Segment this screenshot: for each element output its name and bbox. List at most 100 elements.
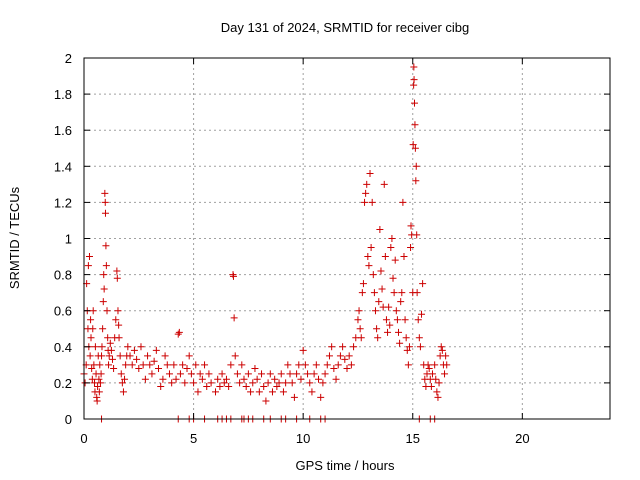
data-point — [282, 379, 290, 387]
data-point — [361, 198, 369, 206]
data-point — [126, 352, 134, 360]
data-point — [363, 180, 371, 188]
y-axis-ticks: 0 0.2 0.4 0.6 0.8 1 1.2 1.4 1.6 1.8 2 — [54, 51, 610, 427]
data-point — [251, 364, 259, 372]
data-point — [330, 364, 338, 372]
data-point — [438, 346, 446, 354]
data-point — [416, 343, 424, 351]
y-tick-label: 1 — [65, 232, 72, 247]
data-point — [203, 383, 211, 391]
data-point — [286, 370, 294, 378]
data-point — [89, 307, 97, 315]
data-point — [312, 361, 320, 369]
data-point — [392, 307, 400, 315]
data-point — [367, 244, 375, 252]
data-point — [413, 231, 421, 239]
data-point — [102, 242, 110, 250]
data-point — [400, 253, 408, 261]
data-point — [116, 352, 124, 360]
y-tick-label: 0.2 — [54, 376, 72, 391]
data-point — [435, 379, 443, 387]
data-point — [170, 361, 178, 369]
data-point — [381, 253, 389, 261]
data-point — [315, 375, 323, 383]
data-point — [101, 209, 109, 217]
data-point — [418, 310, 426, 318]
data-point — [91, 379, 99, 387]
data-point — [355, 307, 363, 315]
data-point — [139, 361, 147, 369]
data-point — [102, 262, 110, 270]
data-point — [165, 370, 173, 378]
data-point — [293, 370, 301, 378]
data-point — [380, 180, 388, 188]
data-point — [374, 334, 382, 342]
data-point — [412, 177, 420, 185]
data-point — [266, 370, 274, 378]
data-point — [371, 307, 379, 315]
y-axis-label: SRMTID / TECUs — [7, 186, 22, 289]
data-point — [401, 316, 409, 324]
data-point — [407, 244, 415, 252]
data-point — [347, 361, 355, 369]
x-tick-label: 20 — [515, 431, 529, 446]
data-point — [378, 285, 386, 293]
data-point — [94, 383, 102, 391]
data-point — [376, 225, 384, 233]
data-point — [443, 361, 451, 369]
data-point — [396, 339, 404, 347]
data-point — [356, 325, 364, 333]
data-point — [104, 334, 112, 342]
y-tick-label: 2 — [65, 51, 72, 66]
data-point — [187, 370, 195, 378]
data-point — [284, 361, 292, 369]
data-point — [238, 361, 246, 369]
data-point — [385, 303, 393, 311]
data-point — [135, 364, 143, 372]
data-point — [366, 170, 374, 178]
data-point — [212, 388, 219, 396]
data-point — [194, 388, 202, 396]
data-point — [343, 364, 351, 372]
data-point — [441, 370, 449, 378]
x-axis-label: GPS time / hours — [296, 458, 395, 473]
data-point — [155, 364, 163, 372]
data-point — [100, 271, 108, 279]
data-point — [412, 162, 420, 170]
data-point — [290, 393, 298, 401]
data-point — [345, 352, 353, 360]
data-point — [150, 357, 158, 365]
data-point — [174, 330, 182, 338]
data-point — [419, 280, 427, 288]
x-tick-label: 5 — [190, 431, 197, 446]
x-tick-label: 0 — [80, 431, 87, 446]
data-point — [279, 388, 287, 396]
data-point — [271, 375, 279, 383]
data-point — [336, 352, 344, 360]
data-point — [328, 343, 336, 351]
data-point — [115, 334, 123, 342]
data-point — [410, 63, 418, 71]
chart-title: Day 131 of 2024, SRMTID for receiver cib… — [221, 20, 470, 35]
data-point — [399, 198, 407, 206]
data-point — [106, 339, 114, 347]
data-point — [90, 361, 98, 369]
data-point — [301, 361, 309, 369]
data-point — [310, 370, 318, 378]
data-point — [295, 361, 303, 369]
data-point — [95, 388, 103, 396]
data-point — [144, 352, 152, 360]
data-point — [350, 343, 358, 351]
data-point — [273, 383, 281, 391]
data-point — [341, 355, 349, 363]
data-point — [84, 262, 92, 270]
data-point — [99, 325, 107, 333]
data-point — [365, 262, 373, 270]
data-point — [107, 346, 115, 354]
data-point — [297, 375, 305, 383]
data-point — [334, 361, 342, 369]
data-point — [370, 289, 378, 297]
data-point — [122, 361, 130, 369]
data-point — [405, 343, 413, 351]
data-point — [432, 375, 440, 383]
